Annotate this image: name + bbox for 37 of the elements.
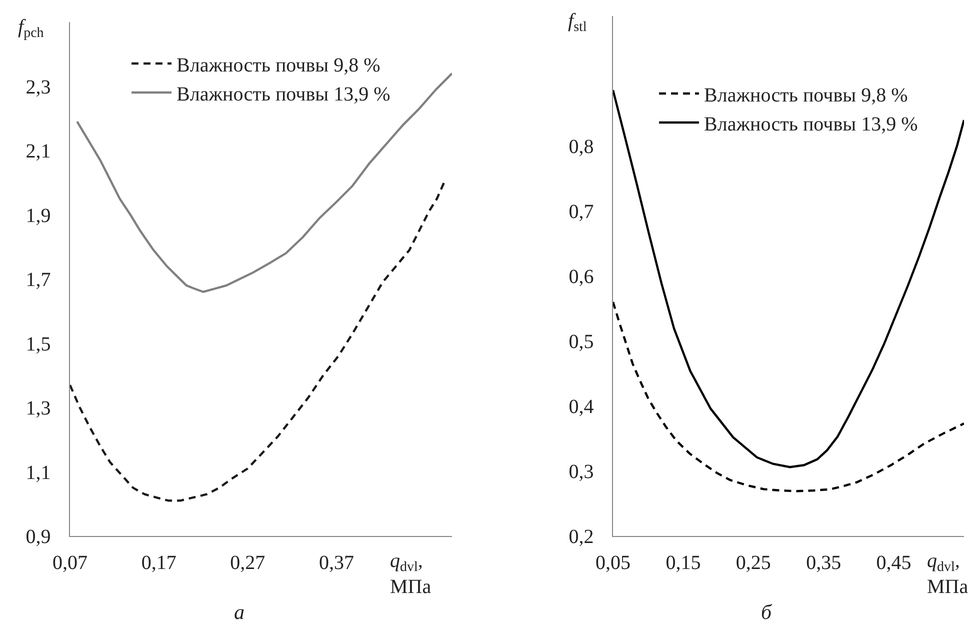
y-tick-label: 1,5 (26, 333, 51, 356)
y-tick-label: 0,4 (568, 396, 594, 418)
x-tick-label: 0,45 (876, 552, 912, 574)
y-tick-label: 0,5 (568, 331, 594, 353)
y-tick-label: 0,7 (568, 201, 594, 223)
x-tick-label: 0,05 (596, 552, 630, 574)
x-tick-label: 0,35 (806, 552, 842, 574)
legend-label: Влажность почвы 9,8 % (704, 84, 908, 106)
y-tick-label: 1,3 (26, 398, 51, 420)
legend-label: Влажность почвы 13,9 % (176, 83, 390, 106)
y-axis-title: f$_{pch}$ (18, 16, 44, 42)
x-axis-title: q$_{dvl}$, МПа (927, 550, 968, 598)
x-axis-title: q$_{dvl}$, МПа (390, 550, 432, 598)
y-tick-label: 2,1 (26, 140, 51, 162)
text: б (761, 600, 773, 624)
legend-label: Влажность почвы 13,9 % (704, 113, 918, 136)
legend-label: Влажность почвы 9,8 % (176, 54, 380, 76)
y-axis-title: f$_{stl}$ (568, 10, 587, 36)
y-tick-label: 0,3 (568, 461, 594, 483)
y-tick-label: 1,7 (26, 269, 51, 291)
x-tick-label: 0,07 (52, 552, 88, 574)
line-series (70, 182, 446, 502)
x-tick-label: 0,17 (141, 552, 176, 574)
y-tick-label: 0,9 (26, 526, 51, 548)
y-tick-label: 1,1 (26, 462, 51, 484)
x-tick-label: 0,15 (666, 552, 701, 574)
y-tick-label: 0,2 (568, 526, 594, 548)
y-tick-label: 2,3 (26, 76, 51, 98)
x-tick-label: 0,25 (736, 552, 771, 574)
x-tick-label: 0,37 (319, 552, 354, 574)
text: а (234, 600, 244, 624)
line-series (613, 89, 964, 468)
y-tick-label: 0,8 (568, 136, 594, 158)
y-tick-label: 1,9 (26, 204, 51, 227)
y-tick-label: 0,6 (568, 266, 594, 288)
x-tick-label: 0,27 (230, 552, 266, 574)
line-series (613, 300, 964, 492)
